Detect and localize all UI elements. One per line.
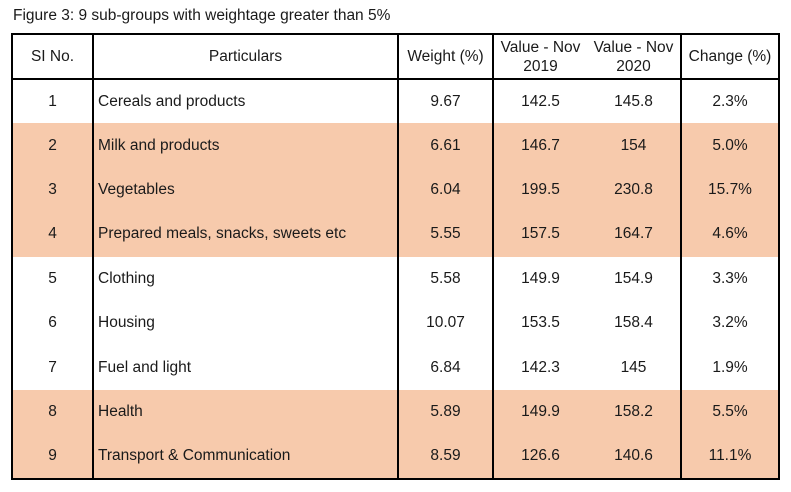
sl-no-cell: 1: [11, 79, 94, 124]
value-2019-cell: 146.7: [492, 123, 587, 168]
value-2019-cell: 149.9: [492, 256, 587, 301]
value-2020-cell: 158.2: [587, 389, 682, 435]
table-row: 1 Cereals and products 9.67 142.5 145.8 2.3%: [11, 79, 780, 124]
value-2020-cell: 230.8: [587, 167, 682, 213]
header-value-2020-line1: Value - Nov: [593, 38, 674, 56]
particulars-cell: Fuel and light: [92, 345, 399, 390]
particulars-cell: Health: [92, 389, 399, 435]
particulars-cell: Cereals and products: [92, 79, 399, 124]
change-cell: 3.3%: [680, 256, 780, 301]
value-2019-cell: 126.6: [492, 434, 587, 480]
sl-no-cell: 3: [11, 167, 94, 213]
header-particulars: Particulars: [92, 33, 399, 80]
change-cell: 15.7%: [680, 167, 780, 213]
header-value-2019-line1: Value - Nov: [500, 38, 581, 56]
value-2020-cell: 145.8: [587, 79, 682, 124]
table-row: 2 Milk and products 6.61 146.7 154 5.0%: [11, 123, 780, 168]
header-value-2019: Value - Nov 2019: [492, 33, 587, 80]
header-value-2020: Value - Nov 2020: [587, 33, 682, 80]
particulars-cell: Transport & Communication: [92, 434, 399, 480]
change-cell: 3.2%: [680, 300, 780, 346]
particulars-cell: Prepared meals, snacks, sweets etc: [92, 212, 399, 257]
table-row: 8 Health 5.89 149.9 158.2 5.5%: [11, 389, 780, 435]
table-row: 9 Transport & Communication 8.59 126.6 140.6…: [11, 434, 780, 480]
value-2019-cell: 142.3: [492, 345, 587, 390]
table-row: 6 Housing 10.07 153.5 158.4 3.2%: [11, 300, 780, 346]
header-value-2019-line2: 2019: [523, 57, 558, 75]
table-row: 4 Prepared meals, snacks, sweets etc 5.55 1…: [11, 212, 780, 257]
sl-no-cell: 8: [11, 389, 94, 435]
table-row: 3 Vegetables 6.04 199.5 230.8 15.7%: [11, 167, 780, 213]
particulars-cell: Clothing: [92, 256, 399, 301]
table-row: 7 Fuel and light 6.84 142.3 145 1.9%: [11, 345, 780, 390]
value-2019-cell: 142.5: [492, 79, 587, 124]
weight-cell: 5.58: [397, 256, 494, 301]
value-2019-cell: 157.5: [492, 212, 587, 257]
weight-cell: 6.04: [397, 167, 494, 213]
sl-no-cell: 7: [11, 345, 94, 390]
particulars-cell: Milk and products: [92, 123, 399, 168]
sl-no-cell: 2: [11, 123, 94, 168]
change-cell: 5.0%: [680, 123, 780, 168]
value-2020-cell: 154: [587, 123, 682, 168]
change-cell: 1.9%: [680, 345, 780, 390]
sl-no-cell: 5: [11, 256, 94, 301]
table-row: 5 Clothing 5.58 149.9 154.9 3.3%: [11, 256, 780, 301]
particulars-cell: Vegetables: [92, 167, 399, 213]
figure-title: Figure 3: 9 sub-groups with weightage gr…: [13, 7, 391, 24]
value-2020-cell: 145: [587, 345, 682, 390]
value-2019-cell: 149.9: [492, 389, 587, 435]
value-2019-cell: 199.5: [492, 167, 587, 213]
header-weight: Weight (%): [397, 33, 494, 80]
change-cell: 11.1%: [680, 434, 780, 480]
change-cell: 2.3%: [680, 79, 780, 124]
weight-cell: 5.89: [397, 389, 494, 435]
header-change: Change (%): [680, 33, 780, 80]
header-row: SI No. Particulars Weight (%) Value - No…: [11, 33, 780, 80]
value-2020-cell: 164.7: [587, 212, 682, 257]
change-cell: 5.5%: [680, 389, 780, 435]
sl-no-cell: 4: [11, 212, 94, 257]
header-sl-no: SI No.: [11, 33, 94, 80]
weight-cell: 9.67: [397, 79, 494, 124]
change-cell: 4.6%: [680, 212, 780, 257]
header-value-2020-line2: 2020: [616, 57, 651, 75]
value-2020-cell: 158.4: [587, 300, 682, 346]
weight-cell: 10.07: [397, 300, 494, 346]
weight-cell: 8.59: [397, 434, 494, 480]
weight-cell: 5.55: [397, 212, 494, 257]
value-2020-cell: 154.9: [587, 256, 682, 301]
particulars-cell: Housing: [92, 300, 399, 346]
sl-no-cell: 9: [11, 434, 94, 480]
weight-cell: 6.61: [397, 123, 494, 168]
value-2019-cell: 153.5: [492, 300, 587, 346]
value-2020-cell: 140.6: [587, 434, 682, 480]
subgroups-table: SI No. Particulars Weight (%) Value - No…: [11, 33, 780, 480]
sl-no-cell: 6: [11, 300, 94, 346]
weight-cell: 6.84: [397, 345, 494, 390]
